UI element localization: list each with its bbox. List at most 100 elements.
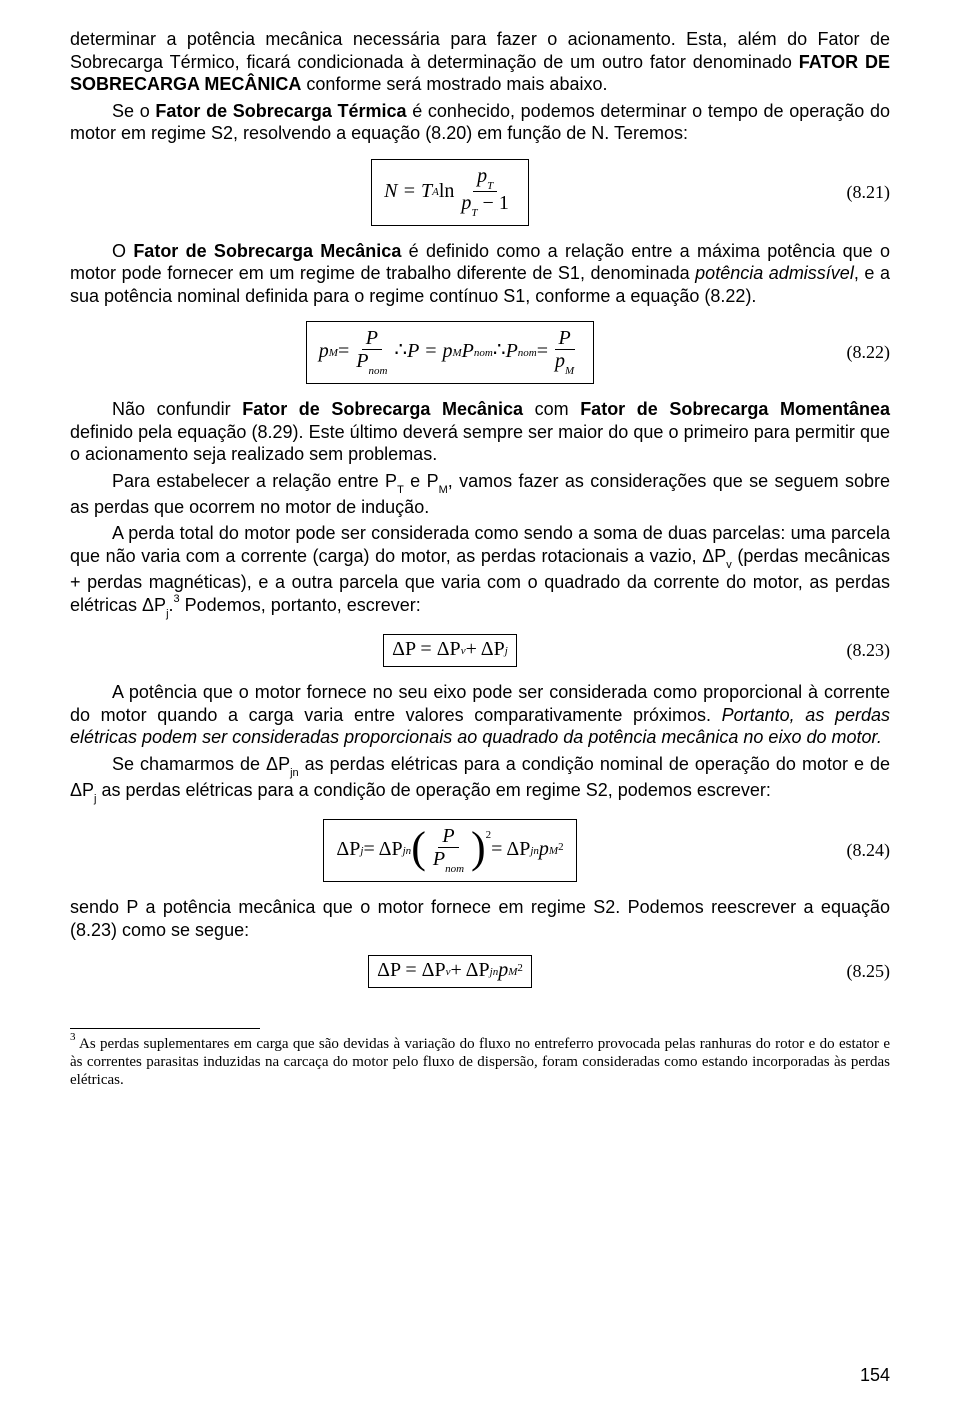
eq23-lhs: ΔP = ΔP	[392, 637, 461, 662]
eq21-subA: A	[432, 186, 439, 200]
p6-sub-j: j	[166, 608, 168, 620]
eq25-sup2: 2	[517, 962, 523, 976]
eq24-center: ΔPj = ΔPjn ( P Pnom ) 2 = ΔPjn pM2	[70, 819, 830, 882]
eq24-eq2: = ΔP	[491, 837, 530, 862]
eq25-pM-sub: M	[508, 966, 517, 980]
p4-b1: Fator de Sobrecarga Mecânica	[242, 399, 523, 419]
equation-8-23: ΔP = ΔPv + ΔPj (8.23)	[70, 634, 890, 667]
eq24-lhs: ΔP	[336, 837, 360, 862]
eq22-eq3: =	[537, 339, 548, 364]
p4-pre: Não confundir	[112, 399, 242, 419]
eq25-plus: + ΔP	[451, 958, 490, 983]
eq24-sub-j: j	[360, 845, 363, 859]
p5-subM: M	[439, 484, 448, 496]
eq25-number: (8.25)	[830, 960, 890, 983]
eq25-pM: p	[498, 958, 508, 983]
p5-subT: T	[397, 484, 404, 496]
equation-8-22: pM = P Pnom ∴ P = pM Pnom ∴ Pnom = P pM …	[70, 321, 890, 384]
paragraph-8: Se chamarmos de ΔPjn as perdas elétricas…	[70, 753, 890, 806]
eq24-pM-sub: M	[549, 845, 558, 859]
p2-pre: Se o	[112, 101, 155, 121]
eq21-box: N = TA ln pT pT − 1	[371, 159, 529, 226]
eq21-ln: ln	[439, 179, 455, 204]
p1-pre: determinar a potência mecânica necessári…	[70, 29, 890, 72]
footnote: 3 As perdas suplementares em carga que s…	[70, 1033, 890, 1089]
eq21-frac: pT pT − 1	[457, 166, 512, 217]
eq24-number: (8.24)	[830, 839, 890, 862]
eq24-box: ΔPj = ΔPjn ( P Pnom ) 2 = ΔPjn pM2	[323, 819, 576, 882]
footnote-rule	[70, 1028, 260, 1029]
eq24-sup2b: 2	[558, 841, 564, 855]
p6-sup3: 3	[174, 593, 180, 605]
eq21-num: p	[477, 165, 487, 187]
eq24-sub-jn: jn	[403, 845, 412, 859]
p4-b2: Fator de Sobrecarga Momentânea	[580, 399, 890, 419]
p3-bold: Fator de Sobrecarga Mecânica	[133, 241, 401, 261]
p1-post: conforme será mostrado mais abaixo.	[301, 74, 607, 94]
eq22-frac2: P pM	[551, 328, 578, 375]
eq22-frac1-den-sub: nom	[368, 365, 387, 377]
eq23-center: ΔP = ΔPv + ΔPj	[70, 634, 830, 667]
eq22-sep2: ∴	[493, 338, 506, 363]
eq22-eq2a: P = p	[407, 339, 452, 364]
paragraph-1: determinar a potência mecânica necessári…	[70, 28, 890, 96]
eq22-frac2-den: p	[555, 350, 565, 372]
eq22-pMsub2: M	[453, 347, 462, 361]
eq24-sup2a: 2	[486, 829, 492, 843]
eq25-box: ΔP = ΔPv + ΔPjn pM2	[368, 955, 532, 988]
eq22-pMsub1: M	[329, 347, 338, 361]
footnote-sup: 3	[70, 1031, 76, 1043]
eq22-number: (8.22)	[830, 341, 890, 364]
eq24-frac-den-sub: nom	[445, 863, 464, 875]
eq25-center: ΔP = ΔPv + ΔPjn pM2	[70, 955, 830, 988]
eq23-plus: + ΔP	[466, 637, 505, 662]
p8-c: as perdas elétricas para a condição de o…	[96, 780, 770, 800]
paragraph-4: Não confundir Fator de Sobrecarga Mecâni…	[70, 398, 890, 466]
eq22-frac1-num: P	[362, 328, 382, 350]
p2-bold: Fator de Sobrecarga Térmica	[155, 101, 406, 121]
eq22-box: pM = P Pnom ∴ P = pM Pnom ∴ Pnom = P pM	[306, 321, 594, 384]
eq23-box: ΔP = ΔPv + ΔPj	[383, 634, 517, 667]
eq21-den-pre: p	[461, 192, 471, 214]
eq22-eq2b: P	[462, 339, 474, 364]
paragraph-3: O Fator de Sobrecarga Mecânica é definid…	[70, 240, 890, 308]
footnote-text: As perdas suplementares em carga que são…	[70, 1036, 890, 1088]
eq22-frac2-num: P	[555, 328, 575, 350]
eq22-frac2-den-sub: M	[565, 365, 574, 377]
eq23-number: (8.23)	[830, 639, 890, 662]
equation-8-25: ΔP = ΔPv + ΔPjn pM2 (8.25)	[70, 955, 890, 988]
eq22-Pnom3: P	[506, 339, 518, 364]
eq24-frac-den: P	[433, 848, 445, 870]
p6-d: Podemos, portanto, escrever:	[180, 595, 421, 615]
eq22-sep1: ∴	[394, 338, 407, 363]
eq25-lhs: ΔP = ΔP	[377, 958, 446, 983]
p8-sub-jn: jn	[290, 767, 299, 779]
p3-pre: O	[112, 241, 133, 261]
eq21-num-sub: T	[487, 180, 493, 192]
equation-8-24: ΔPj = ΔPjn ( P Pnom ) 2 = ΔPjn pM2 (8.24…	[70, 819, 890, 882]
paragraph-6: A perda total do motor pode ser consider…	[70, 522, 890, 620]
eq21-center: N = TA ln pT pT − 1	[70, 159, 830, 226]
eq24-sub-jn2: jn	[530, 845, 539, 859]
eq22-center: pM = P Pnom ∴ P = pM Pnom ∴ Pnom = P pM	[70, 321, 830, 384]
eq22-nomsub2: nom	[474, 347, 493, 361]
p5-mid: e P	[404, 471, 439, 491]
p5-a: Para estabelecer a relação entre P	[112, 471, 397, 491]
p8-a: Se chamarmos de ΔP	[112, 754, 290, 774]
eq23-sub-v: v	[461, 645, 466, 659]
p3-ital: potência admissível	[695, 263, 854, 283]
eq22-nomsub3: nom	[518, 347, 537, 361]
eq22-pM1: p	[319, 339, 329, 364]
eq23-sub-j: j	[505, 645, 508, 659]
eq21-lhs: N = T	[384, 180, 432, 202]
p4-mid: com	[523, 399, 580, 419]
eq24-eq1: = ΔP	[363, 837, 402, 862]
eq24-frac: P Pnom	[429, 826, 468, 873]
eq21-den-sub: T	[471, 207, 477, 219]
eq24-frac-num: P	[438, 826, 458, 848]
page-number: 154	[860, 1364, 890, 1387]
equation-8-21: N = TA ln pT pT − 1 (8.21)	[70, 159, 890, 226]
eq22-frac1: P Pnom	[352, 328, 391, 375]
paragraph-9: sendo P a potência mecânica que o motor …	[70, 896, 890, 941]
eq22-frac1-den: P	[356, 350, 368, 372]
